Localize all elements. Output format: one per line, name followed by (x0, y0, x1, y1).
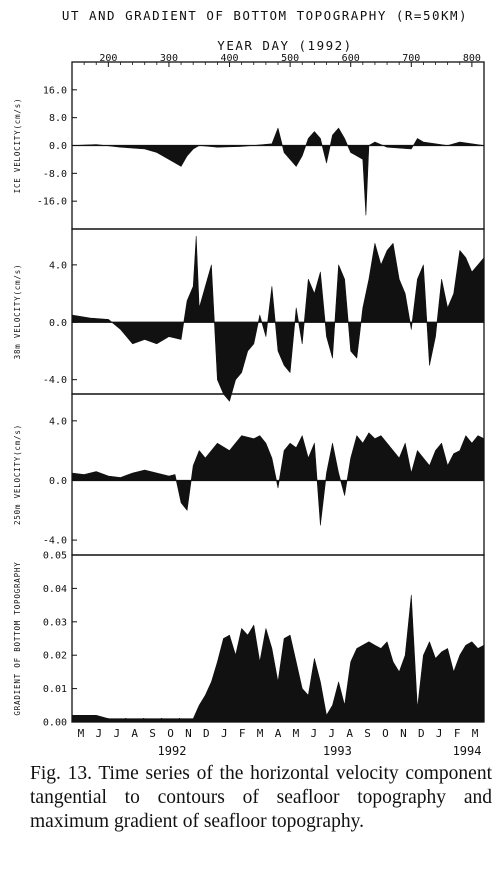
y-tick-label: 0.00 (43, 718, 67, 729)
year-label-1994: 1994 (453, 744, 482, 758)
top-tick-label-500: 500 (281, 53, 299, 64)
chart-title: UT AND GRADIENT OF BOTTOM TOPOGRAPHY (R=… (62, 8, 468, 23)
month-label: N (185, 727, 192, 740)
figure-caption: Fig. 13. Time series of the horizontal v… (30, 763, 492, 832)
y-tick-label: 0.02 (43, 651, 67, 662)
top-tick-label-200: 200 (99, 53, 117, 64)
top-tick-label-600: 600 (342, 53, 360, 64)
month-label: J (221, 727, 228, 740)
month-label: N (400, 727, 407, 740)
month-label: O (167, 727, 174, 740)
month-label: M (78, 727, 85, 740)
y-tick-label: 0.05 (43, 551, 67, 562)
month-label: J (436, 727, 443, 740)
month-label: J (113, 727, 120, 740)
month-label: D (203, 727, 210, 740)
y-axis-label-38m: 38m VELOCITY(cm/s) (13, 264, 22, 360)
y-axis-label-ice: ICE VELOCITY(cm/s) (13, 98, 22, 194)
series-area-250m (71, 432, 485, 526)
month-label: J (328, 727, 335, 740)
y-tick-label: -4.0 (43, 375, 67, 386)
month-label: F (239, 727, 246, 740)
top-tick-label-300: 300 (160, 53, 178, 64)
series-area-gradient (71, 594, 485, 723)
y-tick-label: 0.03 (43, 617, 67, 628)
y-tick-label: 0.04 (43, 584, 67, 595)
month-label: O (382, 727, 389, 740)
top-axis-label: YEAR DAY (1992) (217, 38, 352, 53)
panels: 16.0 8.0 0.0 -8.0 -16.0 ICE VELOCITY(cm/s) 4.0… (13, 61, 485, 729)
year-label-1993: 1993 (323, 744, 352, 758)
month-label: A (131, 727, 138, 740)
y-tick-label: 0.0 (49, 476, 67, 487)
y-tick-label: 4.0 (49, 416, 67, 427)
series-area-38m (71, 235, 485, 402)
y-tick-label: -4.0 (43, 536, 67, 547)
y-axis-label-gradient: GRADIENT OF BOTTOM TOPOGRAPHY (13, 561, 22, 715)
month-label: A (346, 727, 353, 740)
year-label-1992: 1992 (158, 744, 187, 758)
y-tick-label: 0.0 (49, 141, 67, 152)
top-tick-label-700: 700 (402, 53, 420, 64)
month-label: S (149, 727, 156, 740)
panel-gradient: 0.05 0.04 0.03 0.02 0.01 0.00 GRADIENT OF BOTT… (13, 551, 485, 729)
top-tick-label-800: 800 (463, 53, 481, 64)
panel-250m: 4.0 0.0 -4.0 250m VELOCITY(cm/s) (13, 393, 485, 556)
y-tick-label: -16.0 (37, 197, 67, 208)
top-axis-ticks: 200 300 400 500 600 700 800 (83, 53, 485, 67)
y-tick-label: 8.0 (49, 113, 67, 124)
month-label: A (275, 727, 282, 740)
month-label: D (418, 727, 425, 740)
series-area-ice (71, 127, 485, 216)
month-label: S (364, 727, 371, 740)
y-tick-label: 16.0 (43, 85, 67, 96)
y-tick-label: -8.0 (43, 169, 67, 180)
figure: UT AND GRADIENT OF BOTTOM TOPOGRAPHY (R=… (13, 8, 485, 758)
top-tick-label-400: 400 (220, 53, 238, 64)
y-tick-label: 4.0 (49, 260, 67, 271)
month-label: J (311, 727, 318, 740)
month-label: F (454, 727, 461, 740)
y-axis-label-250m: 250m VELOCITY(cm/s) (13, 424, 22, 525)
panel-ice: 16.0 8.0 0.0 -8.0 -16.0 ICE VELOCITY(cm/s) (13, 61, 485, 230)
y-tick-label: 0.0 (49, 318, 67, 329)
month-label: M (257, 727, 264, 740)
month-label: M (472, 727, 479, 740)
panel-38m: 4.0 0.0 -4.0 38m VELOCITY(cm/s) (13, 228, 485, 402)
y-tick-label: 0.01 (43, 684, 67, 695)
month-label: J (96, 727, 103, 740)
panel-frame (71, 554, 485, 723)
month-label: M (293, 727, 300, 740)
